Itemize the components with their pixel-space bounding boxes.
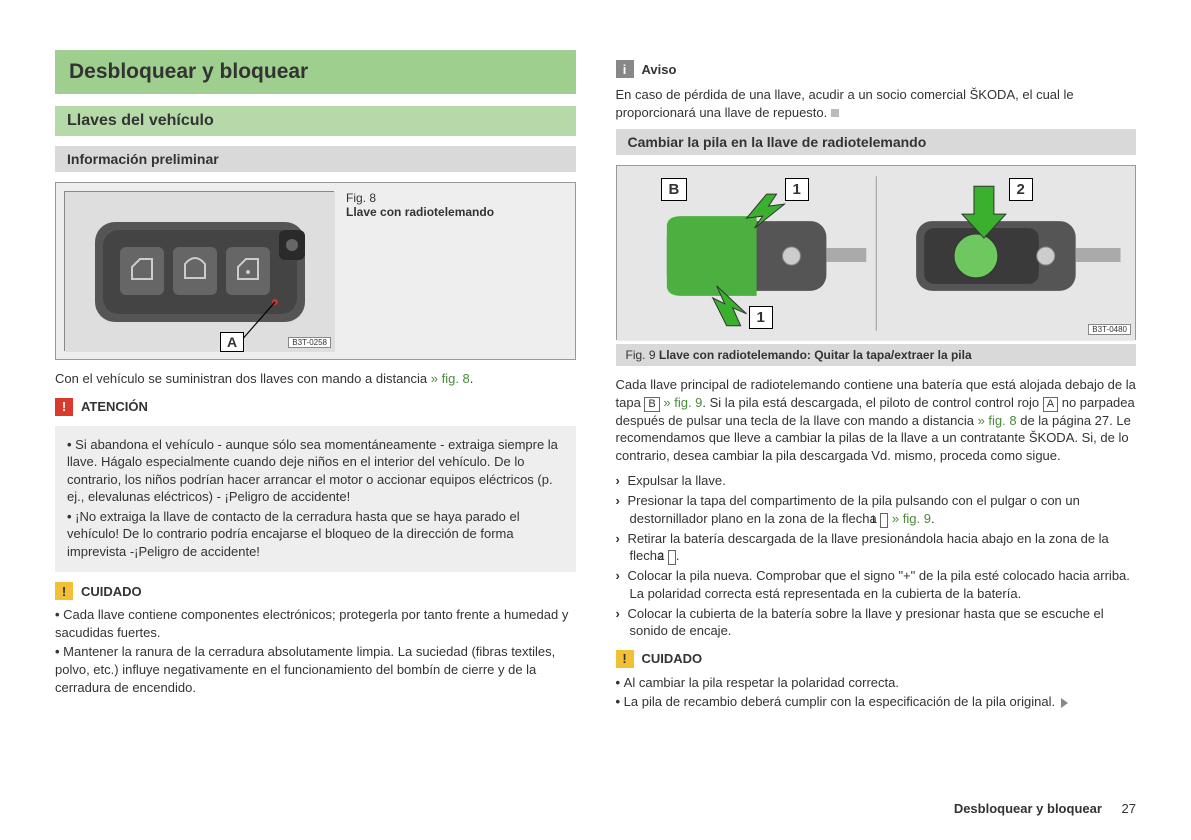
callout-2: 2 <box>1009 178 1033 201</box>
caution-icon-2: ! <box>616 650 634 668</box>
atencion-item-1: Si abandona el vehículo - aunque sólo se… <box>67 436 564 506</box>
step-3: Retirar la batería descargada de la llav… <box>616 530 1137 566</box>
info-icon: i <box>616 60 634 78</box>
callout-b: B <box>661 178 688 201</box>
aviso-header: i Aviso <box>616 60 1137 78</box>
page-number: 27 <box>1122 801 1136 816</box>
cuidado-list: Cada llave contiene componentes electrón… <box>55 606 576 696</box>
page-footer: Desbloquear y bloquear 27 <box>954 801 1136 816</box>
step-4: Colocar la pila nueva. Comprobar que el … <box>616 567 1137 602</box>
fig8-title: Llave con radiotelemando <box>346 205 494 219</box>
caution-icon: ! <box>55 582 73 600</box>
warning-icon: ! <box>55 398 73 416</box>
cuidado2-item-2: La pila de recambio deberá cumplir con l… <box>616 693 1137 711</box>
fig9-code: B3T-0480 <box>1088 324 1131 335</box>
intro-para: Con el vehículo se suministran dos llave… <box>55 370 576 388</box>
atencion-item-2: ¡No extraiga la llave de contacto de la … <box>67 508 564 561</box>
battery-replace-illustration <box>617 166 1136 341</box>
steps-list: Expulsar la llave. Presionar la tapa del… <box>616 472 1137 639</box>
battery-para: Cada llave principal de radiotelemando c… <box>616 376 1137 464</box>
ref-fig8: » fig. 8 <box>431 371 470 386</box>
step-2: Presionar la tapa del compartimento de l… <box>616 492 1137 528</box>
cuidado-item-1: Cada llave contiene componentes electrón… <box>55 606 576 641</box>
h2-title: Llaves del vehículo <box>55 106 576 136</box>
h3-title: Información preliminar <box>55 146 576 172</box>
atencion-header: ! ATENCIÓN <box>55 398 576 416</box>
step-5: Colocar la cubierta de la batería sobre … <box>616 605 1137 640</box>
key-fob-illustration <box>65 192 335 352</box>
step-1: Expulsar la llave. <box>616 472 1137 490</box>
cuidado2-list: Al cambiar la pila respetar la polaridad… <box>616 674 1137 711</box>
h1-title: Desbloquear y bloquear <box>55 50 576 94</box>
figure-8: A B3T-0258 Fig. 8 Llave con radioteleman… <box>55 182 576 360</box>
aviso-text: En caso de pérdida de una llave, acudir … <box>616 86 1137 121</box>
h3-right: Cambiar la pila en la llave de radiotele… <box>616 129 1137 155</box>
cuidado2-header: ! CUIDADO <box>616 650 1137 668</box>
cuidado2-item-1: Al cambiar la pila respetar la polaridad… <box>616 674 1137 692</box>
callout-1b: 1 <box>749 306 773 329</box>
fig8-code: B3T-0258 <box>288 337 331 348</box>
cuidado-item-2: Mantener la ranura de la cerradura absol… <box>55 643 576 696</box>
atencion-box: Si abandona el vehículo - aunque sólo se… <box>55 426 576 573</box>
cuidado-header: ! CUIDADO <box>55 582 576 600</box>
figure-9: B 1 1 2 B3T-0480 <box>616 165 1137 340</box>
continue-marker <box>1061 698 1068 708</box>
fig8-num: Fig. 8 <box>346 191 494 205</box>
end-marker <box>831 109 839 117</box>
callout-1a: 1 <box>785 178 809 201</box>
callout-a: A <box>220 332 244 352</box>
fig9-caption: Fig. 9 Llave con radiotelemando: Quitar … <box>616 344 1137 366</box>
